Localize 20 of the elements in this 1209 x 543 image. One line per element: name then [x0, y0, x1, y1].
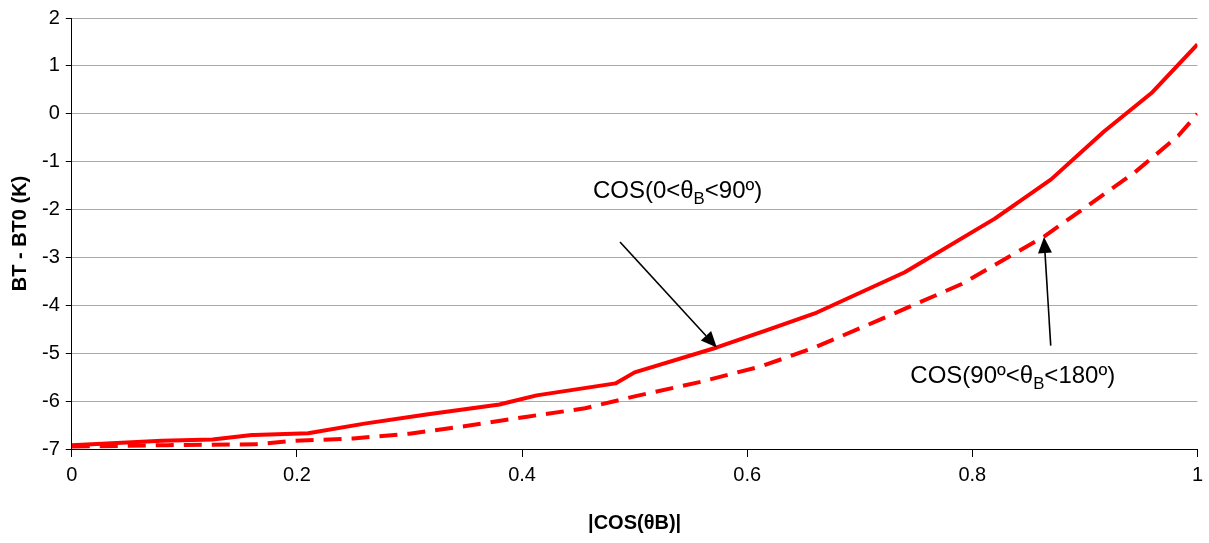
- y-tick-label: 1: [48, 53, 60, 76]
- annotation: COS(0<θ$_{B}$<90º): [592, 176, 763, 209]
- y-tick-label: -4: [41, 292, 60, 315]
- y-tick-label: -2: [41, 197, 60, 220]
- x-tick-label: 0.6: [733, 462, 762, 485]
- annotation: COS(90º<θ$_{B}$<180º): [910, 361, 1116, 395]
- y-tick-label: -6: [41, 388, 60, 411]
- x-tick-label: 0.4: [508, 462, 536, 485]
- x-tick-label: 0.8: [958, 462, 987, 485]
- x-axis-title: |COS(θB)|: [588, 510, 682, 533]
- x-tick-label: 0.2: [283, 462, 311, 485]
- y-tick-label: -7: [41, 436, 60, 459]
- y-tick-label: -5: [41, 340, 60, 363]
- y-tick-label: -3: [41, 244, 60, 267]
- y-axis-title: BT - BT0 (K): [7, 175, 30, 292]
- x-tick-label: 0: [66, 462, 78, 485]
- y-tick-label: 0: [48, 101, 60, 124]
- y-tick-label: -1: [41, 149, 60, 172]
- x-tick-label: 1: [1191, 462, 1203, 485]
- y-tick-label: 2: [48, 5, 60, 28]
